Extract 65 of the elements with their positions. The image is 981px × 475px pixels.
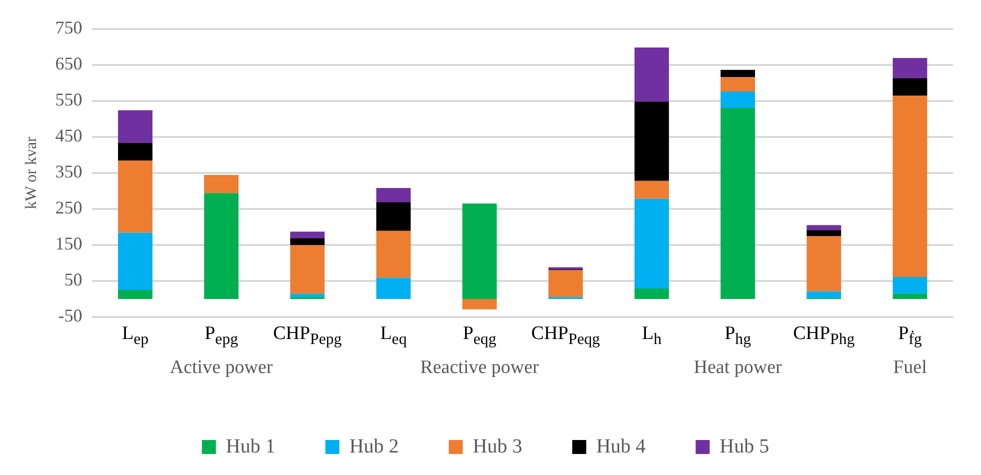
bar bbox=[634, 288, 669, 299]
x-tick-label: CHP$_{Pepg}$ bbox=[272, 323, 343, 349]
x-tick-label: P$_{eqg}$ bbox=[462, 323, 498, 349]
bar bbox=[376, 188, 411, 202]
bar bbox=[462, 204, 497, 299]
legend-label: Hub 5 bbox=[720, 435, 770, 458]
bar bbox=[806, 236, 842, 292]
bar bbox=[892, 78, 928, 96]
bar bbox=[720, 91, 756, 108]
text: Fuel bbox=[892, 357, 928, 379]
y-tick-label: 650 bbox=[55, 54, 82, 74]
x-tick-label: P$_{ḟg}$ bbox=[897, 323, 923, 349]
bar bbox=[806, 291, 842, 298]
bar bbox=[634, 102, 669, 181]
x-tick-label: L$_{ep}$ bbox=[120, 323, 150, 349]
bar bbox=[376, 230, 411, 278]
y-axis-title: kW or kvar bbox=[22, 136, 40, 210]
bar bbox=[290, 238, 325, 245]
y-tick-label: -50 bbox=[58, 306, 82, 326]
bar bbox=[376, 202, 411, 231]
bar bbox=[290, 244, 325, 294]
bar bbox=[634, 198, 669, 289]
legend-label: Hub 3 bbox=[472, 435, 522, 458]
text: Active power bbox=[168, 357, 274, 379]
bar bbox=[204, 175, 239, 194]
y-tick-label: 150 bbox=[55, 234, 82, 254]
bar bbox=[376, 278, 411, 299]
x-tick-label: L$_{h}$ bbox=[640, 323, 662, 349]
y-tick-label: 350 bbox=[55, 162, 82, 182]
y-tick-label: 750 bbox=[55, 18, 82, 38]
y-tick-label: 50 bbox=[64, 270, 82, 290]
bar bbox=[892, 96, 928, 278]
bar bbox=[204, 193, 239, 299]
bar bbox=[806, 225, 842, 230]
y-tick-label: 550 bbox=[55, 90, 82, 110]
bar bbox=[118, 232, 152, 290]
y-tick-label: 450 bbox=[55, 126, 82, 146]
x-tick-label: L$_{eq}$ bbox=[379, 323, 408, 349]
x-tick-label: CHP$_{Peqg}$ bbox=[530, 323, 601, 349]
bar bbox=[892, 58, 928, 78]
bar bbox=[118, 110, 152, 143]
bar bbox=[720, 108, 756, 299]
bar bbox=[720, 77, 756, 92]
legend-label: Hub 2 bbox=[349, 435, 399, 458]
legend-label: Hub 4 bbox=[596, 435, 646, 458]
text: Reactive power bbox=[419, 357, 540, 379]
bar bbox=[892, 277, 928, 294]
y-tick-label: 250 bbox=[55, 198, 82, 218]
x-tick-label: CHP$_{Phg}$ bbox=[792, 323, 856, 349]
bar bbox=[118, 160, 152, 233]
x-tick-label: P$_{hg}$ bbox=[724, 323, 752, 349]
bar bbox=[290, 294, 325, 298]
bar bbox=[548, 270, 583, 298]
bar bbox=[290, 232, 325, 238]
bar bbox=[634, 180, 669, 199]
bar bbox=[806, 230, 842, 236]
bar bbox=[462, 298, 497, 310]
bar bbox=[118, 143, 152, 161]
bar bbox=[118, 290, 152, 299]
bar bbox=[634, 48, 669, 102]
x-tick-label: P$_{epg}$ bbox=[204, 323, 240, 349]
text: Heat power bbox=[692, 357, 783, 379]
bar bbox=[720, 70, 756, 78]
bar bbox=[892, 294, 928, 299]
legend-label: Hub 1 bbox=[226, 435, 276, 458]
